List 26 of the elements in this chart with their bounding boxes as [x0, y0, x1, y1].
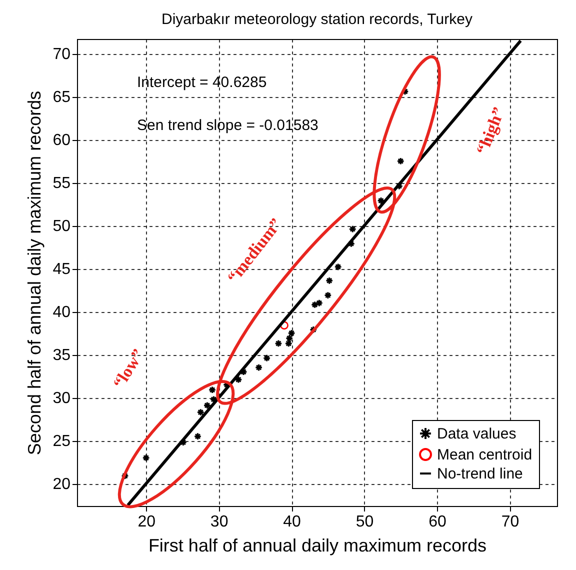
- legend-label: No-trend line: [437, 466, 523, 482]
- annotation: Intercept = 40.6285: [137, 74, 267, 91]
- y-tick-label: 70: [52, 46, 71, 64]
- y-tick-label: 35: [52, 347, 71, 364]
- legend-label: Data values: [437, 426, 516, 442]
- y-tick-label: 60: [52, 132, 71, 150]
- y-axis-title: Second half of annual daily maximum records: [24, 90, 45, 456]
- x-tick-label: 50: [356, 514, 374, 530]
- x-tick-label: 20: [138, 514, 156, 530]
- y-tick-label: 25: [52, 433, 71, 450]
- x-tick-label: 60: [428, 514, 446, 530]
- annotation: Sen trend slope = -0.01583: [137, 117, 318, 134]
- x-tick-label: 30: [210, 514, 228, 530]
- y-tick-label: 30: [52, 390, 71, 408]
- y-tick-label: 50: [52, 218, 71, 236]
- x-tick-label: 40: [283, 514, 302, 530]
- y-tick-label: 45: [52, 261, 71, 278]
- x-axis-title: First half of annual daily maximum records: [148, 536, 487, 556]
- y-tick-label: 20: [52, 476, 71, 494]
- y-tick-label: 65: [52, 89, 71, 106]
- y-tick-label: 40: [52, 304, 71, 322]
- chart-title: Diyarbakır meteorology station records, Turkey: [162, 11, 473, 28]
- x-tick-label: 70: [501, 514, 520, 530]
- legend-label: Mean centroid: [437, 446, 532, 464]
- y-tick-label: 55: [52, 175, 71, 192]
- annotation: “high”: [472, 104, 509, 158]
